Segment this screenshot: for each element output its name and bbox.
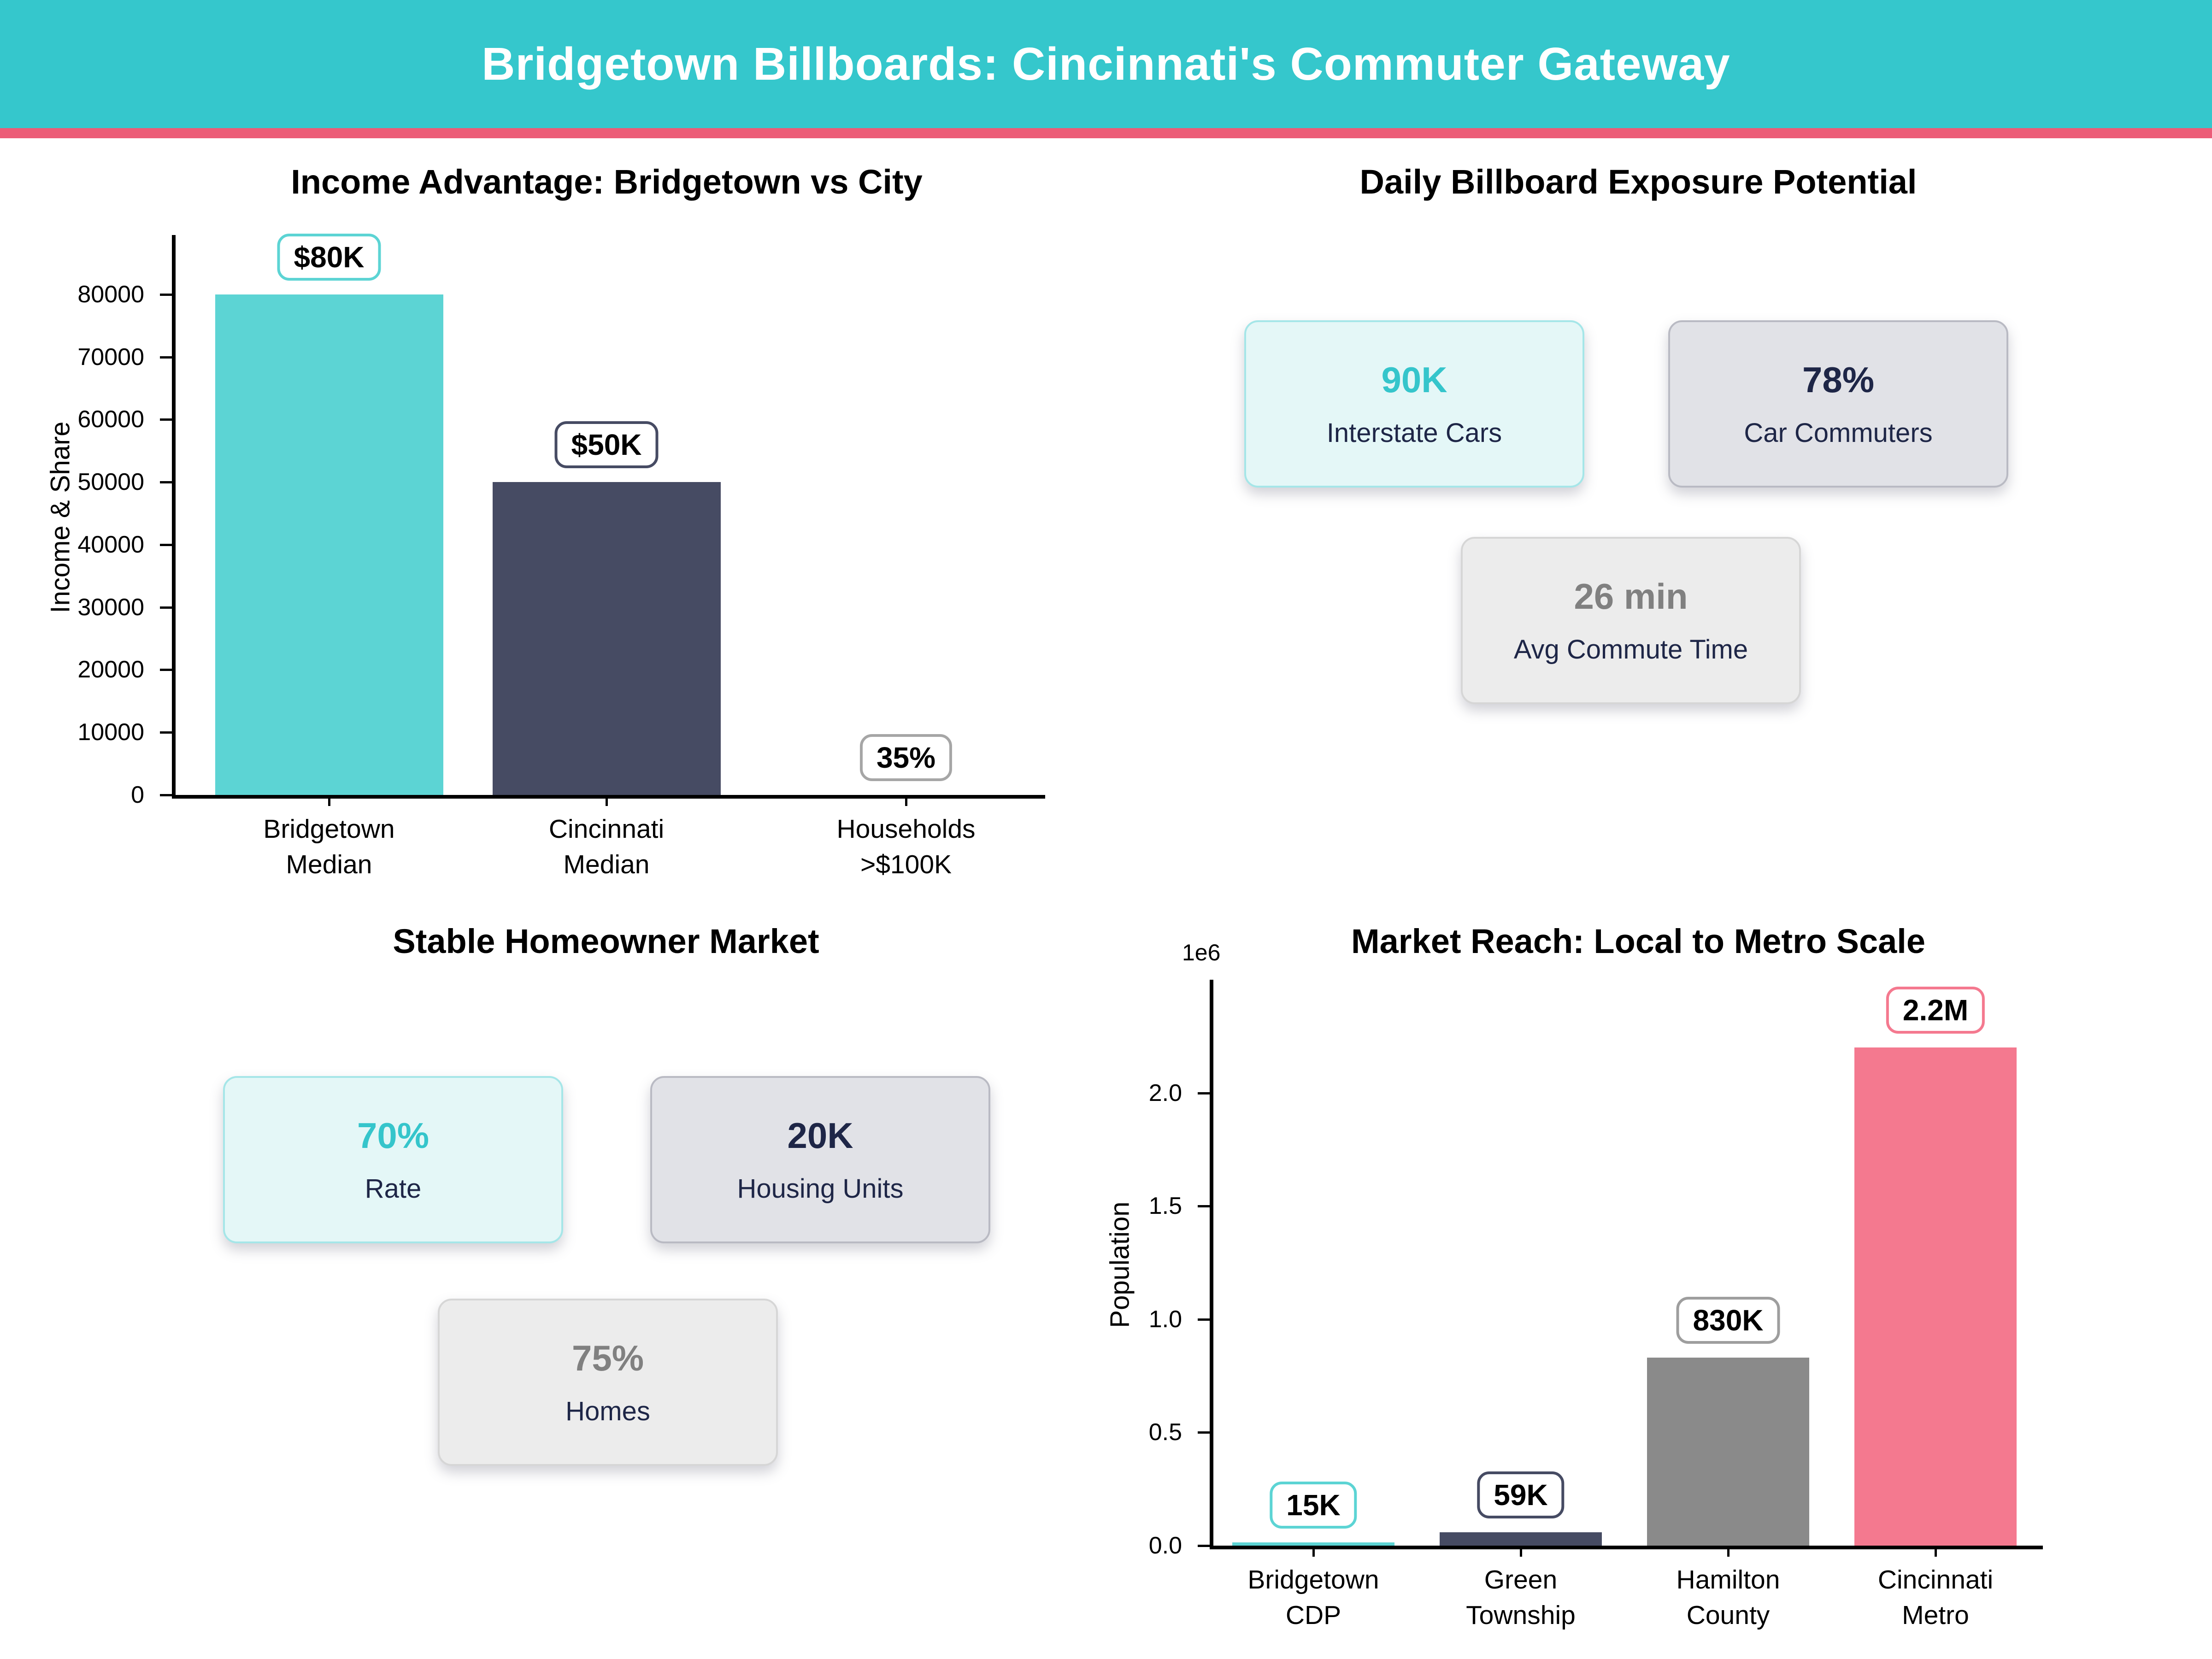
- y-tick-label: 40000: [77, 531, 144, 558]
- stat-value: 70%: [357, 1115, 429, 1156]
- market-y-axis-label: Population: [1105, 1201, 1135, 1328]
- stat-label: Rate: [365, 1173, 422, 1204]
- x-tick-label: Cincinnati Median: [548, 814, 665, 879]
- income-y-axis-label: Income & Share: [45, 421, 76, 613]
- y-tick-mark: [1198, 1092, 1210, 1094]
- x-tick-label: Bridgetown Median: [263, 814, 395, 879]
- header-banner: Bridgetown Billboards: Cincinnati's Comm…: [0, 0, 2212, 128]
- stat-value: 90K: [1381, 359, 1447, 400]
- bar-value-label: $80K: [277, 233, 381, 281]
- y-tick-mark: [1198, 1431, 1210, 1434]
- stat-card-homes: 75% Homes: [438, 1299, 778, 1466]
- y-tick-label: 0.5: [1148, 1419, 1182, 1446]
- y-tick-label: 70000: [77, 343, 144, 371]
- x-tick-mark: [905, 795, 907, 806]
- y-tick-mark: [160, 293, 172, 296]
- stat-label: Interstate Cars: [1326, 418, 1502, 448]
- homeowner-panel-title: Stable Homeowner Market: [393, 922, 819, 960]
- bar-cincinnati-metro: [1854, 1047, 2017, 1546]
- stat-value: 26 min: [1574, 576, 1688, 617]
- y-tick-label: 1.0: [1148, 1306, 1182, 1333]
- bar-value-label: $50K: [554, 421, 659, 469]
- stat-card-ownership-rate: 70% Rate: [223, 1076, 563, 1243]
- y-tick-mark: [160, 356, 172, 359]
- bar-value-label: 2.2M: [1886, 987, 1985, 1034]
- y-tick-mark: [160, 731, 172, 734]
- exposure-panel-title: Daily Billboard Exposure Potential: [1359, 163, 1917, 201]
- x-tick-label: Hamilton County: [1676, 1565, 1780, 1630]
- y-axis-offset-label: 1e6: [1182, 940, 1221, 965]
- y-tick-mark: [160, 481, 172, 484]
- y-tick-mark: [160, 669, 172, 671]
- y-tick-mark: [160, 418, 172, 421]
- y-tick-label: 80000: [77, 281, 144, 308]
- x-tick-mark: [1520, 1546, 1522, 1557]
- y-tick-label: 2.0: [1148, 1079, 1182, 1106]
- stat-value: 75%: [571, 1337, 644, 1378]
- y-tick-label: 0.0: [1148, 1532, 1182, 1559]
- market-chart-title: Market Reach: Local to Metro Scale: [1351, 922, 1926, 960]
- bar-cincinnati-median: [492, 482, 721, 795]
- y-tick-label: 60000: [77, 406, 144, 433]
- stat-label: Housing Units: [737, 1173, 904, 1204]
- bar-bridgetown-median: [215, 294, 443, 795]
- stat-label: Car Commuters: [1744, 418, 1933, 448]
- y-tick-mark: [160, 543, 172, 546]
- stat-card-housing-units: 20K Housing Units: [650, 1076, 990, 1243]
- x-tick-mark: [1935, 1546, 1937, 1557]
- y-tick-label: 1.5: [1148, 1193, 1182, 1220]
- bar-value-label: 830K: [1676, 1297, 1780, 1344]
- stat-label: Homes: [565, 1396, 650, 1426]
- y-tick-label: 20000: [77, 656, 144, 683]
- stat-value: 78%: [1802, 359, 1875, 400]
- stat-value: 20K: [787, 1115, 853, 1156]
- stat-card-avg-commute: 26 min Avg Commute Time: [1461, 537, 1801, 704]
- x-tick-label: Green Township: [1466, 1565, 1576, 1630]
- y-tick-label: 10000: [77, 719, 144, 746]
- y-tick-mark: [1198, 1205, 1210, 1208]
- page-title: Bridgetown Billboards: Cincinnati's Comm…: [482, 38, 1730, 90]
- x-tick-label: Cincinnati Metro: [1877, 1565, 1994, 1630]
- stat-card-interstate-cars: 90K Interstate Cars: [1244, 320, 1584, 488]
- x-tick-mark: [1727, 1546, 1730, 1557]
- bar-green-township: [1440, 1532, 1602, 1546]
- y-tick-label: 50000: [77, 469, 144, 496]
- bar-value-label: 59K: [1477, 1471, 1565, 1519]
- y-tick-mark: [160, 794, 172, 796]
- y-tick-label: 0: [131, 782, 144, 808]
- x-tick-label: Bridgetown CDP: [1247, 1565, 1379, 1630]
- x-tick-mark: [328, 795, 330, 806]
- income-chart-title: Income Advantage: Bridgetown vs City: [291, 163, 923, 201]
- bar-value-label: 35%: [859, 734, 953, 781]
- y-tick-mark: [1198, 1318, 1210, 1321]
- bar-bridgetown-cdp: [1232, 1542, 1394, 1546]
- bar-value-label: 15K: [1270, 1481, 1357, 1529]
- header-accent-stripe: [0, 128, 2212, 138]
- y-tick-mark: [160, 606, 172, 609]
- y-tick-label: 30000: [77, 594, 144, 621]
- stat-label: Avg Commute Time: [1513, 634, 1748, 665]
- x-tick-mark: [606, 795, 608, 806]
- stat-card-car-commuters: 78% Car Commuters: [1668, 320, 2008, 488]
- x-tick-mark: [1312, 1546, 1315, 1557]
- y-tick-mark: [1198, 1545, 1210, 1547]
- x-tick-label: Households >$100K: [836, 814, 976, 879]
- bar-hamilton-county: [1647, 1358, 1809, 1546]
